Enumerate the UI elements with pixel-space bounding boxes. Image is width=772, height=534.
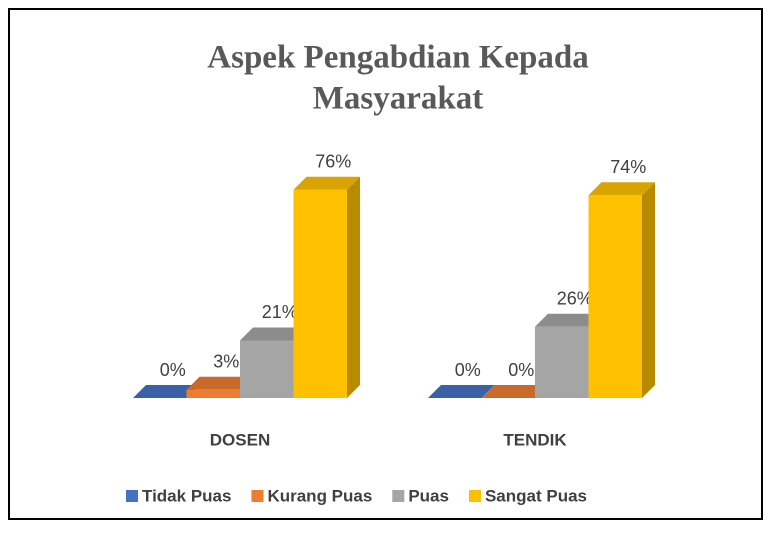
bar — [293, 189, 347, 398]
category-label: DOSEN — [210, 430, 270, 449]
category-label: TENDIK — [503, 430, 567, 449]
bar-top — [481, 385, 548, 398]
bar-top — [133, 385, 200, 398]
bar-top — [293, 176, 360, 190]
bar-top — [240, 327, 307, 341]
value-label: 0% — [160, 360, 186, 380]
value-label: 74% — [610, 157, 646, 177]
bar-top — [186, 376, 253, 390]
legend-label: Puas — [408, 486, 449, 505]
bar — [240, 340, 294, 398]
bar-side — [347, 176, 360, 398]
value-label: 0% — [455, 360, 481, 380]
bar-top — [588, 182, 655, 196]
chart-title: Masyarakat — [313, 81, 483, 117]
bar-top — [428, 385, 495, 398]
value-label: 3% — [213, 352, 239, 372]
legend-swatch — [126, 490, 138, 502]
bar — [588, 195, 642, 398]
legend-label: Tidak Puas — [142, 486, 231, 505]
legend-label: Sangat Puas — [485, 486, 587, 505]
bar — [535, 326, 589, 398]
value-label: 26% — [557, 289, 593, 309]
bar — [186, 389, 240, 398]
value-label: 0% — [508, 360, 534, 380]
legend-swatch — [392, 490, 405, 502]
legend-swatch — [468, 490, 481, 502]
legend-label: Kurang Puas — [267, 486, 372, 505]
value-label: 21% — [262, 302, 298, 322]
legend-swatch — [251, 490, 264, 502]
value-label: 76% — [315, 152, 351, 172]
chart-title: Aspek Pengabdian Kepada — [207, 40, 588, 76]
bar-top — [535, 313, 602, 327]
bar-side — [642, 182, 655, 398]
